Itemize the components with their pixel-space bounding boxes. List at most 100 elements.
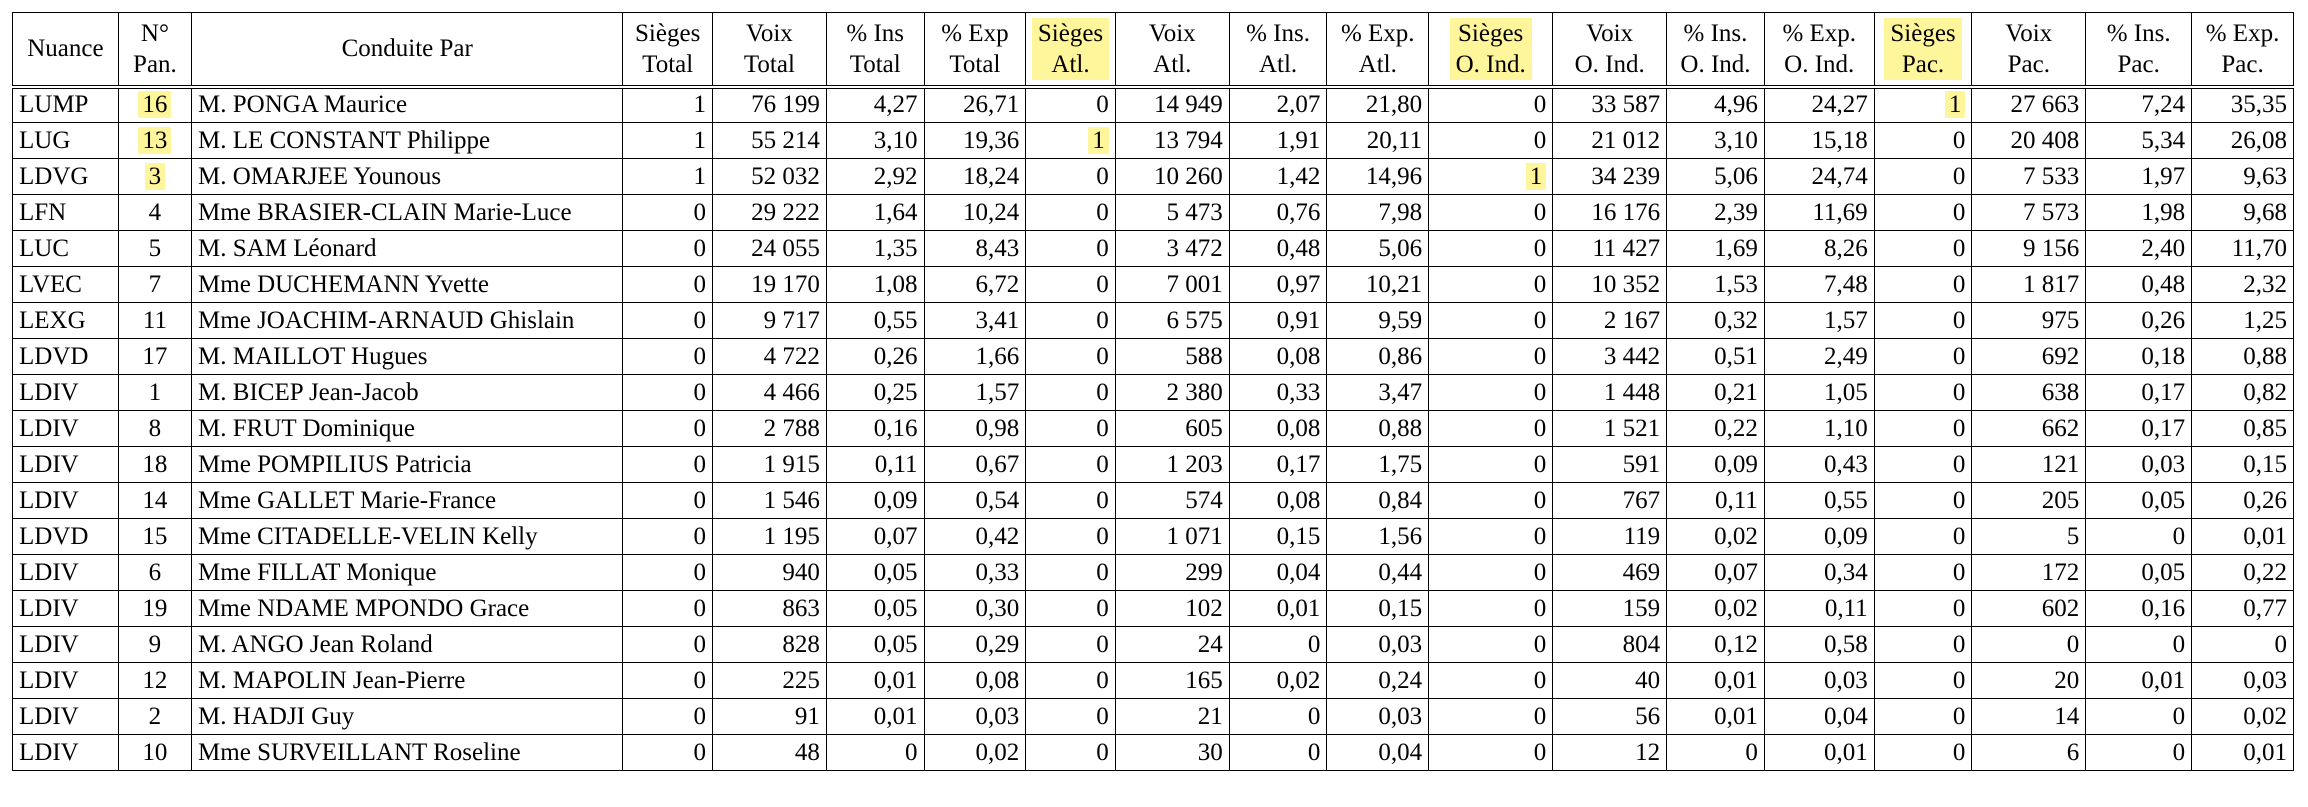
- cell-value: 0: [1533, 378, 1547, 406]
- cell-value: 0,11: [1824, 594, 1868, 622]
- cell-pct-cast-pacific: 1,25: [2191, 302, 2294, 339]
- cell-value: 8,26: [1823, 234, 1868, 262]
- cell-votes-total: 225: [711, 662, 827, 699]
- cell-value: 940: [782, 558, 820, 586]
- cell-value: 24 055: [751, 234, 820, 262]
- column-header-pct-registered-pacific: % Ins. Pac.: [2085, 12, 2193, 89]
- cell-value: 0,43: [1823, 450, 1868, 478]
- cell-pct-cast-atlantic: 0,24: [1326, 662, 1430, 699]
- column-header-pct-cast-indian-ocean: % Exp. O. Ind.: [1763, 12, 1875, 89]
- cell-value: 0: [1096, 306, 1109, 334]
- cell-value: 1: [1088, 126, 1109, 154]
- cell-seats-atlantic: 0: [1025, 410, 1116, 447]
- cell-value: LUC: [19, 234, 69, 262]
- cell-pct-cast-indian-ocean: 11,69: [1763, 194, 1875, 231]
- cell-value: 0: [2172, 522, 2186, 550]
- cell-nuance: LUC: [12, 230, 119, 267]
- cell-value: 0: [1952, 306, 1966, 334]
- cell-votes-total: 48: [711, 734, 827, 771]
- cell-panel-number: 19: [117, 590, 193, 627]
- cell-value: 19 170: [751, 270, 820, 298]
- cell-votes-indian-ocean: 804: [1552, 626, 1668, 663]
- cell-pct-cast-pacific: 35,35: [2191, 86, 2294, 123]
- cell-nuance: LDIV: [12, 662, 119, 699]
- cell-value: 14,96: [1365, 162, 1423, 190]
- cell-pct-cast-pacific: 0,82: [2191, 374, 2294, 411]
- cell-pct-cast-indian-ocean: 0,03: [1763, 662, 1875, 699]
- cell-value: 29 222: [751, 198, 820, 226]
- cell-value: 0: [693, 306, 706, 334]
- cell-pct-cast-indian-ocean: 0,34: [1763, 554, 1875, 591]
- cell-seats-total: 0: [622, 698, 713, 735]
- cell-pct-cast-pacific: 0,22: [2191, 554, 2294, 591]
- cell-pct-cast-total: 0,67: [923, 446, 1027, 483]
- cell-votes-atlantic: 7 001: [1114, 266, 1230, 303]
- cell-pct-cast-total: 10,24: [923, 194, 1027, 231]
- cell-pct-registered-atlantic: 0,91: [1228, 302, 1328, 339]
- cell-led-by: M. FRUT Dominique: [191, 410, 624, 447]
- cell-led-by: Mme DUCHEMANN Yvette: [191, 266, 624, 303]
- cell-votes-indian-ocean: 3 442: [1552, 338, 1668, 375]
- cell-value: 469: [1622, 558, 1661, 586]
- cell-value: 0,77: [2243, 594, 2287, 622]
- cell-value: 9,63: [2243, 162, 2287, 190]
- column-header-text: Pan.: [133, 50, 177, 78]
- cell-value: LDIV: [19, 666, 79, 694]
- cell-value: 0,04: [1378, 738, 1423, 766]
- cell-value: 0: [1533, 414, 1547, 442]
- cell-seats-indian-ocean: 1: [1428, 158, 1554, 195]
- cell-votes-indian-ocean: 10 352: [1552, 266, 1668, 303]
- cell-seats-total: 0: [622, 662, 713, 699]
- cell-value: LDIV: [19, 702, 79, 730]
- cell-value: 0,01: [1714, 702, 1758, 730]
- cell-panel-number: 1: [117, 374, 193, 411]
- cell-pct-registered-total: 0,07: [825, 518, 925, 555]
- cell-value: 4: [148, 198, 162, 226]
- cell-votes-atlantic: 588: [1114, 338, 1230, 375]
- cell-value: 0: [1533, 306, 1547, 334]
- cell-pct-cast-indian-ocean: 0,58: [1763, 626, 1875, 663]
- cell-seats-pacific: 0: [1873, 410, 1973, 447]
- cell-votes-indian-ocean: 21 012: [1552, 122, 1668, 159]
- cell-votes-atlantic: 1 071: [1114, 518, 1230, 555]
- table-row: LDIV 12 M. MAPOLIN Jean-Pierre 0 225 0,01 0,08…: [12, 662, 2294, 699]
- cell-value: 8,43: [975, 234, 1020, 262]
- cell-votes-atlantic: 3 472: [1114, 230, 1230, 267]
- cell-value: 0,54: [975, 486, 1020, 514]
- cell-value: 20 408: [2010, 126, 2080, 154]
- cell-votes-total: 52 032: [711, 158, 827, 195]
- table-row: LDIV 2 M. HADJI Guy 0 91 0,01 0,03 0 21 0 0,03 0 56 0…: [12, 698, 2294, 735]
- cell-seats-indian-ocean: 0: [1428, 482, 1554, 519]
- cell-value: 9,68: [2243, 198, 2287, 226]
- cell-votes-indian-ocean: 767: [1552, 482, 1668, 519]
- cell-seats-indian-ocean: 0: [1428, 230, 1554, 267]
- cell-votes-pacific: 7 573: [1971, 194, 2087, 231]
- cell-votes-total: 1 195: [711, 518, 827, 555]
- cell-value: 0: [2172, 630, 2186, 658]
- cell-pct-cast-indian-ocean: 0,55: [1763, 482, 1875, 519]
- cell-value: 0: [693, 450, 706, 478]
- cell-value: 0,07: [873, 522, 918, 550]
- column-header-seats-atlantic: Sièges Atl.: [1025, 12, 1116, 89]
- cell-value: LDIV: [19, 414, 79, 442]
- cell-value: 3: [144, 162, 166, 190]
- column-header-text: Sièges: [635, 19, 701, 47]
- cell-seats-indian-ocean: 0: [1428, 698, 1554, 735]
- cell-pct-cast-atlantic: 10,21: [1326, 266, 1430, 303]
- cell-pct-registered-pacific: 0,05: [2085, 482, 2193, 519]
- cell-value: 21: [1197, 702, 1223, 730]
- cell-votes-total: 29 222: [711, 194, 827, 231]
- cell-votes-pacific: 20 408: [1971, 122, 2087, 159]
- cell-seats-total: 1: [622, 158, 713, 195]
- cell-pct-registered-atlantic: 0,04: [1228, 554, 1328, 591]
- cell-value: 0: [1952, 198, 1966, 226]
- column-header-text: O. Ind.: [1680, 50, 1751, 78]
- cell-value: 0,42: [975, 522, 1020, 550]
- cell-value: 26,08: [2230, 126, 2287, 154]
- cell-value: 0: [1533, 666, 1547, 694]
- cell-votes-total: 91: [711, 698, 827, 735]
- cell-votes-pacific: 602: [1971, 590, 2087, 627]
- cell-pct-registered-indian-ocean: 0,11: [1666, 482, 1765, 519]
- cell-pct-registered-total: 0,25: [825, 374, 925, 411]
- cell-value: 35,35: [2230, 91, 2287, 119]
